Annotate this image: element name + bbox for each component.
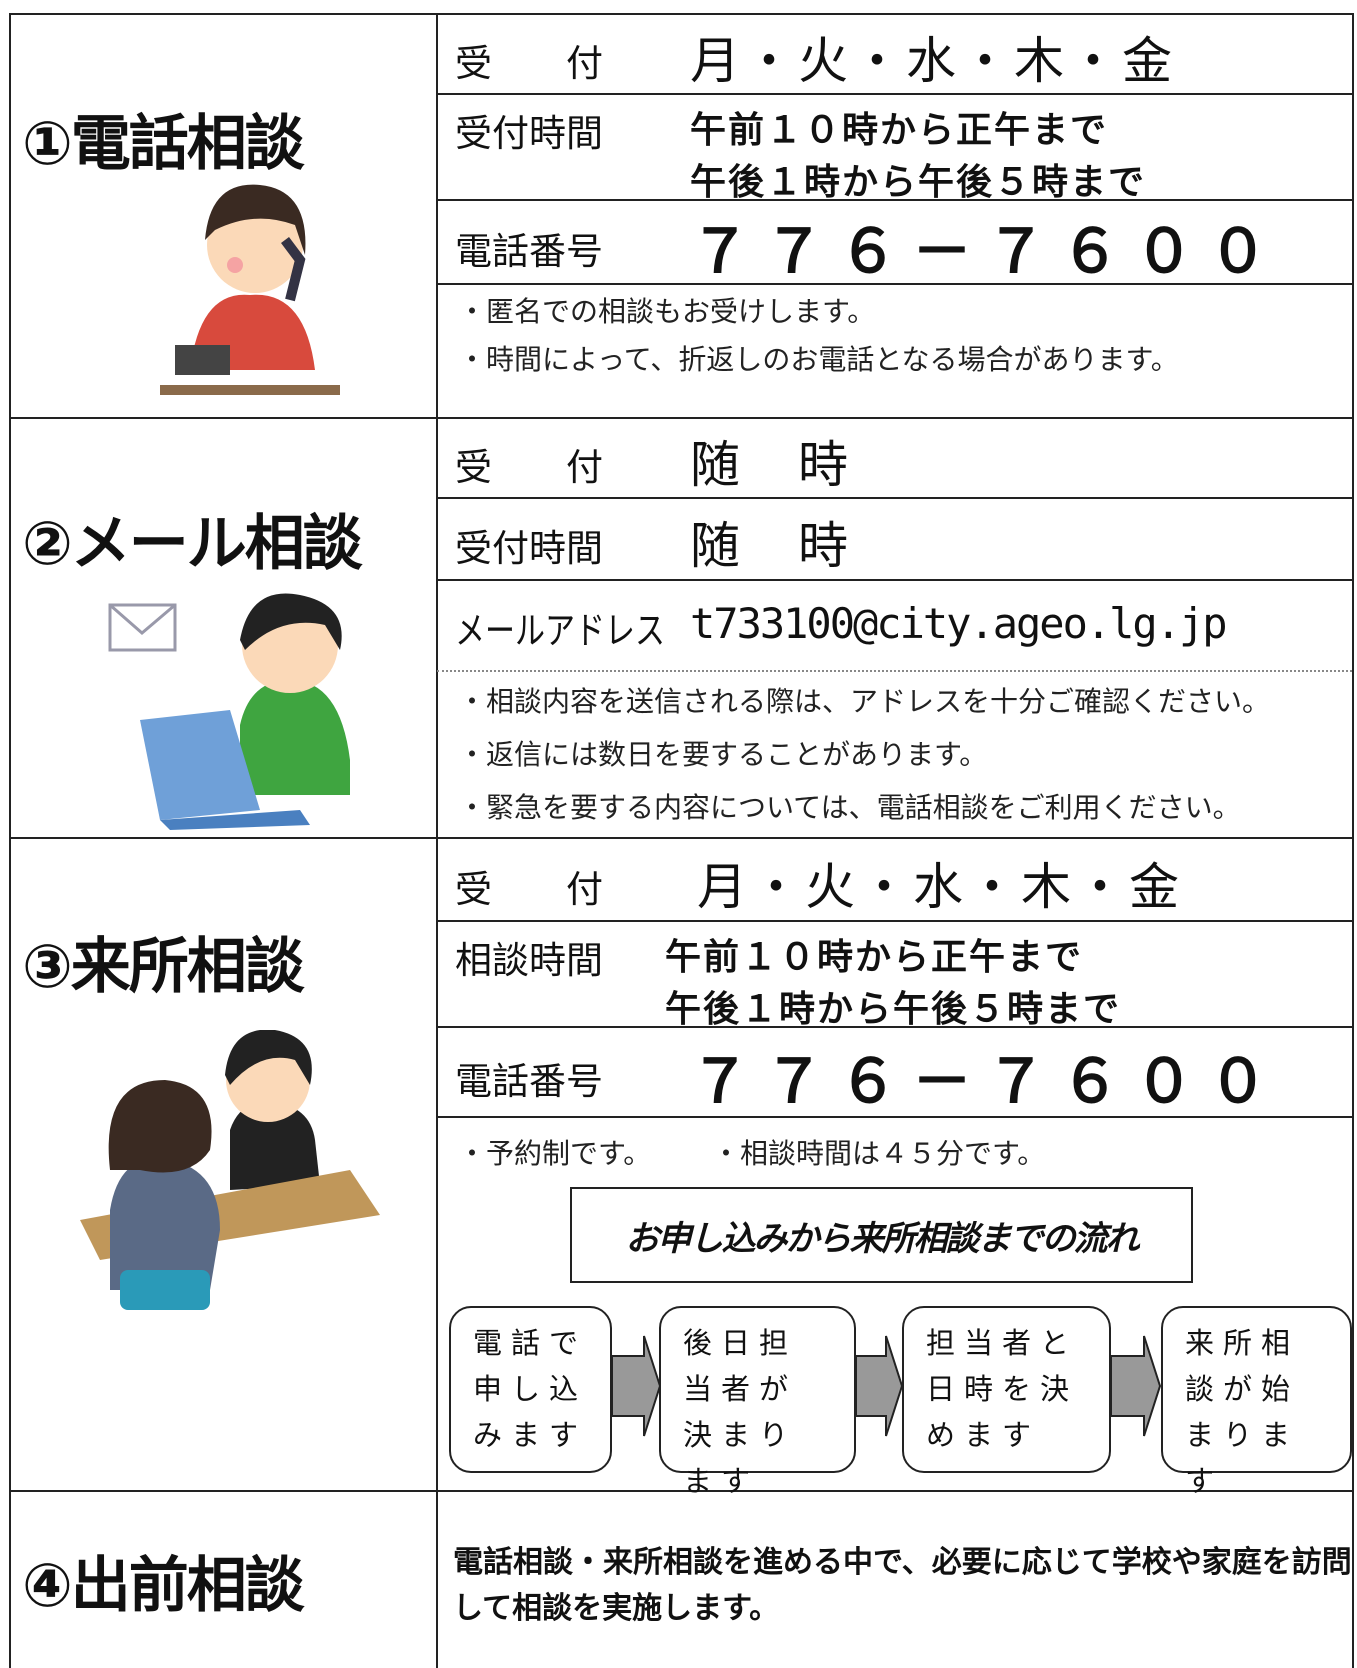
row-label: 電話番号 xyxy=(455,230,603,273)
row-divider xyxy=(437,497,1352,499)
row-divider xyxy=(437,670,1352,672)
row-value: 随 時 xyxy=(690,517,852,575)
row-label: 電話番号 xyxy=(455,1060,603,1103)
section-title: ③来所相談 xyxy=(22,932,305,1002)
row-divider xyxy=(437,283,1352,285)
note: ・相談内容を送信される際は、アドレスを十分ご確認ください。 xyxy=(458,685,1271,718)
section-body: 電話相談・来所相談を進める中で、必要に応じて学校や家庭を訪問して相談を実施します… xyxy=(453,1545,1352,1626)
flow-arrows xyxy=(611,1335,1162,1437)
row-label: 受付時間 xyxy=(455,527,603,570)
flow-step: 来所相談が始まります xyxy=(1161,1306,1352,1498)
row-value: 午後１時から午後５時まで xyxy=(665,989,1122,1030)
row-value: 午後１時から午後５時まで xyxy=(690,162,1147,203)
section-title: ②メール相談 xyxy=(22,509,363,579)
section-divider xyxy=(9,1490,1352,1492)
flow-step: 担当者と日時を決めます xyxy=(902,1306,1111,1473)
outer-border xyxy=(9,13,1354,1668)
row-label: メールアドレス xyxy=(455,609,665,653)
row-label: 受付時間 xyxy=(455,112,603,155)
note: ・返信には数日を要することがあります。 xyxy=(458,738,988,771)
note: ・相談時間は４５分です。 xyxy=(712,1137,1046,1170)
row-value: 午前１０時から正午まで xyxy=(665,937,1084,978)
phone-illustration xyxy=(160,184,340,395)
note: ・予約制です。 xyxy=(458,1137,652,1170)
row-value: t733100@city.ageo.lg.jp xyxy=(690,598,1228,648)
row-value: 月・火・水・木・金 xyxy=(697,857,1183,916)
section-divider xyxy=(9,417,1352,419)
column-divider xyxy=(436,13,438,1668)
mail-illustration xyxy=(108,593,350,830)
note: ・時間によって、折返しのお電話となる場合があります。 xyxy=(458,343,1179,376)
note: ・緊急を要する内容については、電話相談をご利用ください。 xyxy=(458,791,1241,824)
visit-illustration xyxy=(80,1030,380,1310)
row-label: 受 付 xyxy=(455,867,603,911)
row-value: ７７６－７６００ xyxy=(690,217,1282,287)
row-divider xyxy=(437,920,1352,922)
flow-step: 後日担当者が決まります xyxy=(659,1306,856,1498)
row-label: 受 付 xyxy=(455,446,603,489)
flow-step: 電話で申し込みます xyxy=(449,1306,612,1473)
section-title: ④出前相談 xyxy=(22,1551,305,1621)
row-divider xyxy=(437,199,1352,201)
section-title: ①電話相談 xyxy=(22,109,305,179)
row-divider xyxy=(437,1026,1352,1028)
row-value: ７７６－７６００ xyxy=(690,1047,1282,1117)
row-value: 随 時 xyxy=(690,436,852,494)
row-divider xyxy=(437,1116,1352,1118)
section-divider xyxy=(9,837,1352,839)
note: ・匿名での相談もお受けします。 xyxy=(458,295,876,328)
row-label: 相談時間 xyxy=(455,939,603,982)
row-divider xyxy=(437,93,1352,95)
flow-title: お申し込みから来所相談までの流れ xyxy=(570,1187,1193,1283)
row-value: 月・火・水・木・金 xyxy=(690,32,1176,90)
row-label: 受 付 xyxy=(455,42,603,85)
row-divider xyxy=(437,579,1352,581)
row-value: 午前１０時から正午まで xyxy=(690,110,1109,151)
